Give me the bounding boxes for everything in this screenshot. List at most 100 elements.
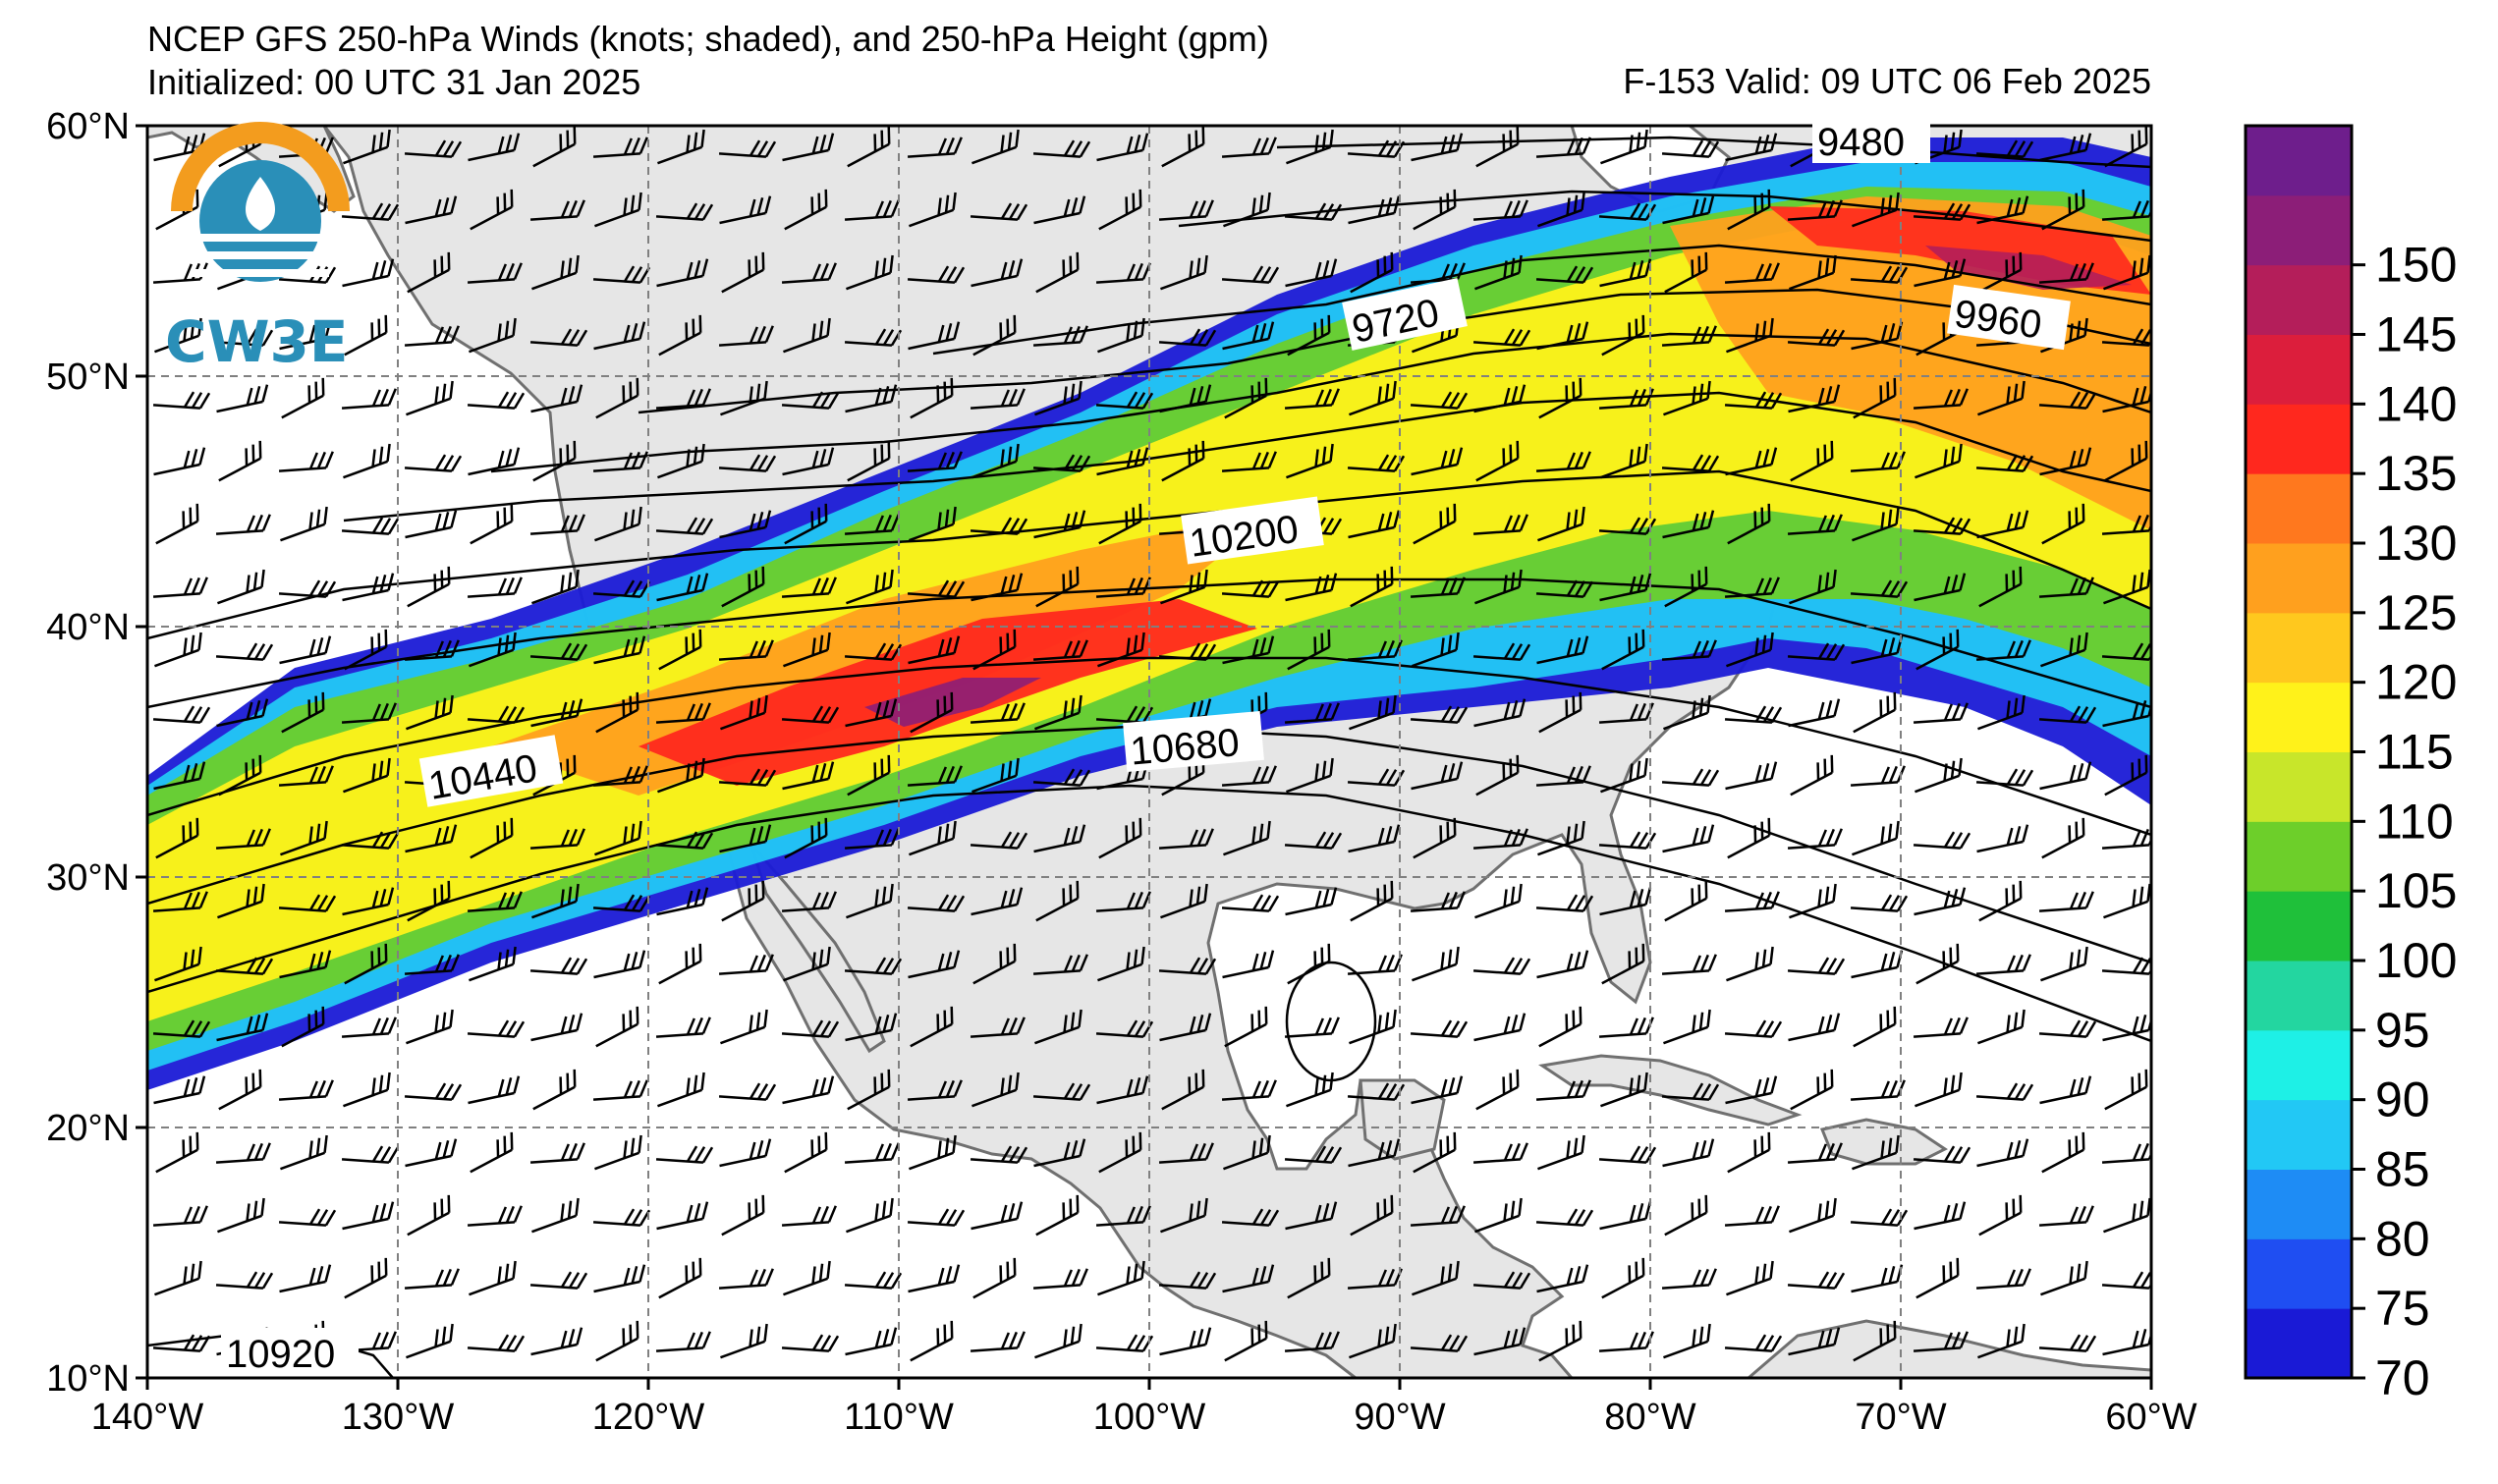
wind-barb xyxy=(1788,384,1841,413)
wind-barb xyxy=(2040,1260,2088,1296)
wind-barb xyxy=(1915,629,1960,671)
wind-barb xyxy=(467,891,523,912)
wind-barb xyxy=(908,950,961,979)
colorbar-label: 115 xyxy=(2375,725,2454,780)
wind-barb xyxy=(1661,768,1720,787)
wind-barb xyxy=(1599,258,1652,288)
wind-barb xyxy=(278,894,337,912)
wind-barb xyxy=(2038,391,2097,410)
wind-barb xyxy=(1977,694,2026,731)
wind-barb xyxy=(530,1327,583,1356)
wind-barb xyxy=(1473,698,1527,728)
wind-barb xyxy=(2103,254,2151,291)
land-baja xyxy=(749,844,886,1054)
wind-barb xyxy=(1852,820,1900,856)
colorbar-label: 105 xyxy=(2375,863,2457,918)
wind-barb xyxy=(215,642,274,661)
wind-barb xyxy=(154,317,202,354)
wind-barb xyxy=(1915,1257,1960,1299)
cw3e-logo: CW3E xyxy=(165,122,350,375)
wind-barb xyxy=(1475,1069,1520,1111)
colorbar-label: 150 xyxy=(2375,238,2457,293)
wind-barb xyxy=(1725,447,1778,476)
wind-barb xyxy=(1411,447,1464,476)
wind-barb xyxy=(1536,635,1589,665)
wind-barb xyxy=(784,503,828,545)
wind-barb xyxy=(1287,629,1331,671)
colorbar-segment xyxy=(2246,891,2352,962)
colorbar-segment xyxy=(2246,751,2352,822)
colorbar-label: 120 xyxy=(2375,655,2457,710)
wind-barb xyxy=(907,765,963,787)
wind-barb xyxy=(971,1201,1024,1231)
wind-barb xyxy=(1664,1194,1708,1237)
wind-barb xyxy=(469,317,517,354)
wind-barb xyxy=(1033,1138,1086,1168)
wind-barb xyxy=(1349,1009,1397,1045)
wind-barb xyxy=(1725,133,1778,162)
wind-barb xyxy=(595,1320,639,1362)
wind-barb xyxy=(405,510,458,539)
wind-barb xyxy=(1788,1327,1841,1356)
wind-barb xyxy=(1662,195,1715,225)
valid-time: F-153 Valid: 09 UTC 06 Feb 2025 xyxy=(1623,61,2151,101)
wind-barb xyxy=(1976,824,2029,853)
wind-barb xyxy=(2102,384,2151,413)
wind-barb xyxy=(907,451,963,472)
wind-barb xyxy=(1725,761,1778,791)
wind-barb xyxy=(1472,328,1531,347)
wind-barb xyxy=(971,573,1024,602)
contour-10440 xyxy=(147,656,2151,837)
height-label-10920: 10920 xyxy=(226,1333,335,1376)
wind-barb xyxy=(1286,1072,1334,1108)
wind-barb xyxy=(1098,1131,1142,1174)
colorbar: 70 75 80 85 90 95 100 105 110 115 120 125 130 135 140 1… xyxy=(2244,124,2457,1405)
wind-barb xyxy=(1915,757,1963,794)
wind-barb xyxy=(907,579,966,598)
wind-barb xyxy=(1913,702,1969,724)
wind-barb xyxy=(1975,454,2034,472)
wind-barb xyxy=(658,629,702,671)
wind-barb xyxy=(970,388,1026,410)
wind-barb xyxy=(1095,1205,1151,1227)
colorbar-label: 135 xyxy=(2375,446,2457,501)
wind-barb xyxy=(1472,642,1531,661)
wind-barb xyxy=(657,443,705,479)
wind-barb xyxy=(467,391,526,410)
wind-barb xyxy=(1095,1019,1154,1038)
wind-barb xyxy=(1350,566,1394,608)
wind-barb xyxy=(406,1009,454,1045)
wind-barb xyxy=(2038,262,2094,284)
contour-9480 xyxy=(1276,136,2151,169)
wind-barb xyxy=(847,440,891,482)
wind-barb xyxy=(1661,454,1720,472)
wind-barb xyxy=(279,635,332,665)
wind-barb xyxy=(782,761,835,791)
wind-barb xyxy=(657,129,705,165)
wind-barb xyxy=(1098,189,1142,231)
wind-barb xyxy=(342,887,395,916)
wind-barb xyxy=(1221,579,1280,598)
wind-barb xyxy=(216,698,269,728)
wind-barb xyxy=(215,1142,271,1164)
wind-barb xyxy=(1535,1079,1591,1101)
wind-barb xyxy=(1034,380,1082,416)
wind-barb xyxy=(910,1320,954,1362)
wind-barb xyxy=(1347,1268,1403,1290)
wind-barb xyxy=(155,817,199,859)
wind-barb xyxy=(721,880,765,922)
wind-barb xyxy=(1350,880,1394,922)
wind-barb xyxy=(1032,768,1091,787)
colorbar-segment xyxy=(2246,682,2352,752)
wind-barb xyxy=(718,1082,777,1101)
wind-barb xyxy=(1221,765,1277,787)
wind-barb xyxy=(152,1019,211,1038)
wind-barb xyxy=(1286,443,1334,479)
wind-barb xyxy=(845,698,898,728)
wind-barb xyxy=(970,1331,1026,1352)
wind-barb xyxy=(844,1271,903,1290)
wind-barb xyxy=(1787,642,1846,661)
wind-barb xyxy=(407,566,451,608)
wind-barb xyxy=(1600,443,1648,479)
wind-barb xyxy=(404,1268,460,1290)
